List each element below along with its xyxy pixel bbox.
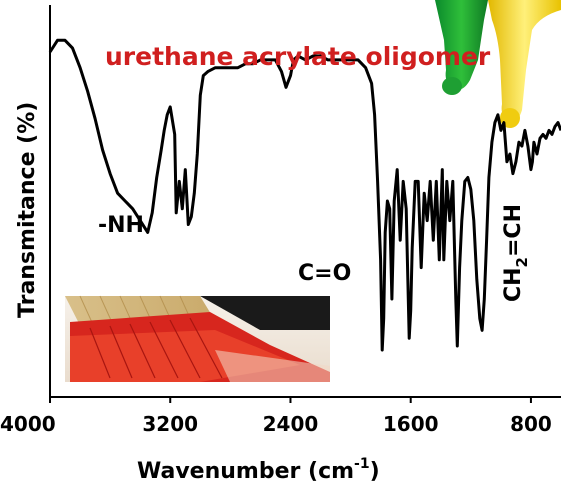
nh-annotation: -NH — [98, 213, 144, 238]
x-axis-ticks: 4000 3200 2400 1600 800 — [0, 397, 552, 436]
x-axis-label-main: Wavenumber (cm — [137, 459, 354, 484]
chart-title: urethane acrylate oligomer — [105, 42, 491, 71]
x-tick-label: 800 — [510, 412, 552, 436]
x-axis-label: Wavenumber (cm-1) — [137, 456, 380, 484]
x-tick-label: 4000 — [0, 412, 56, 436]
vinyl-annotation-end: =CH — [501, 204, 526, 257]
paintbrush-inset-image — [65, 296, 330, 382]
x-axis-label-superscript: -1 — [354, 456, 370, 472]
x-tick-label: 2400 — [263, 412, 319, 436]
vinyl-annotation-subscript: 2 — [513, 257, 531, 267]
y-axis-label: Transmitance (%) — [15, 102, 40, 318]
x-axis-label-close: ) — [370, 459, 380, 484]
vinyl-annotation-main: CH — [501, 267, 526, 302]
x-tick-label: 3200 — [142, 412, 198, 436]
x-tick-label: 1600 — [383, 412, 439, 436]
vinyl-annotation: CH2=CH — [501, 204, 531, 302]
carbonyl-annotation: C=O — [298, 261, 351, 286]
